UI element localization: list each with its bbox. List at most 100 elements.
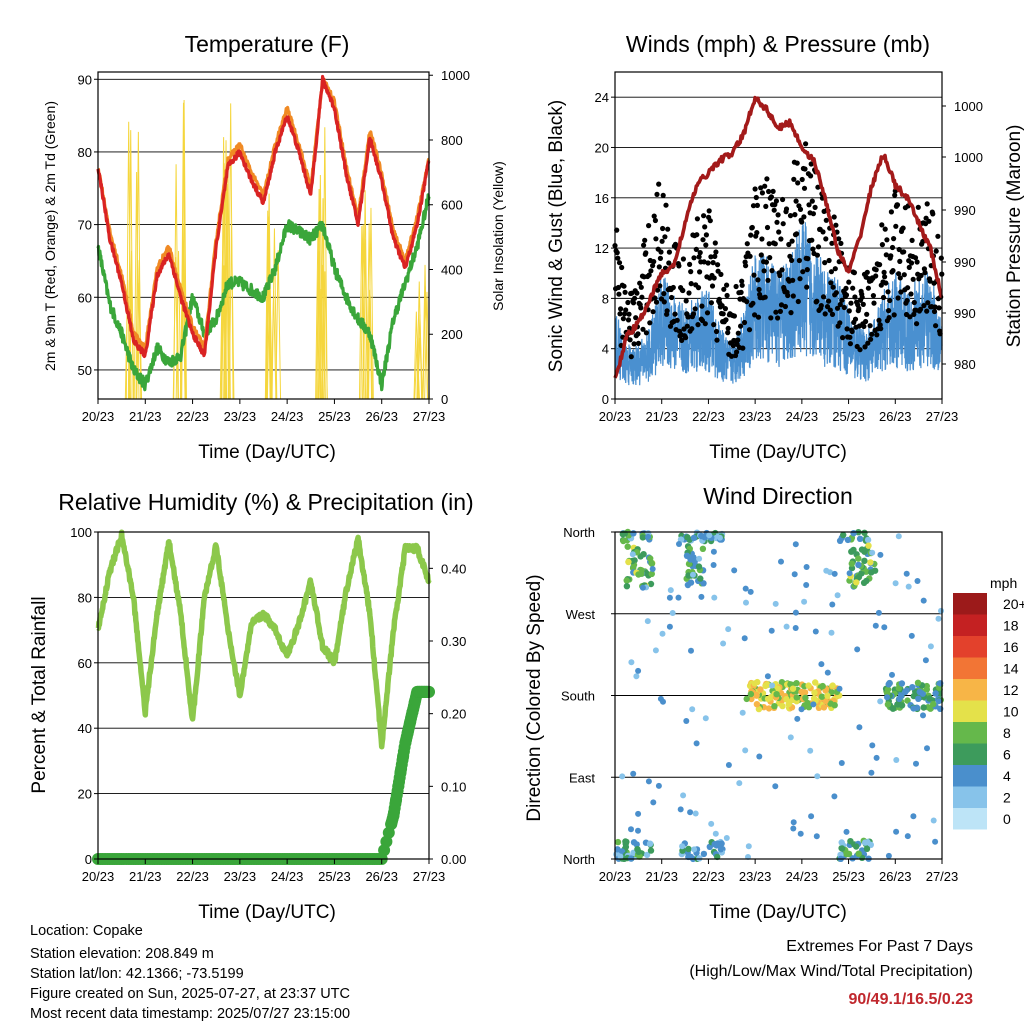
gust-point bbox=[769, 268, 775, 274]
direction-point bbox=[884, 701, 892, 708]
gust-point bbox=[620, 316, 627, 322]
gust-point bbox=[829, 311, 836, 317]
gust-point bbox=[885, 289, 891, 295]
gust-point bbox=[831, 214, 837, 220]
direction-point bbox=[684, 534, 691, 541]
direction-point bbox=[849, 855, 856, 862]
gust-point bbox=[801, 214, 807, 220]
gust-point bbox=[856, 305, 862, 311]
direction-point bbox=[824, 669, 831, 676]
extremes-box: Extremes For Past 7 Days (High/Low/Max W… bbox=[689, 938, 973, 1008]
direction-point bbox=[625, 558, 632, 566]
humidity-ylabel: Percent & Total Rainfall bbox=[29, 596, 50, 793]
gust-point bbox=[828, 280, 834, 286]
direction-point bbox=[855, 555, 862, 562]
gust-point bbox=[867, 323, 873, 329]
wind-direction-xlabel: Time (Day/UTC) bbox=[709, 902, 847, 923]
gust-point bbox=[713, 249, 719, 255]
gust-point bbox=[686, 290, 692, 296]
legend-swatch bbox=[953, 808, 987, 830]
direction-point bbox=[885, 852, 892, 859]
gust-point bbox=[918, 272, 924, 279]
direction-point bbox=[930, 700, 937, 708]
gust-point bbox=[664, 308, 670, 314]
info-elevation: Station elevation: 208.849 m bbox=[30, 946, 214, 962]
gust-point bbox=[739, 282, 745, 288]
direction-point bbox=[635, 810, 642, 817]
solar-ylabel: Solar Insolation (Yellow) bbox=[490, 161, 506, 311]
gust-point bbox=[771, 207, 777, 213]
direction-point bbox=[896, 695, 903, 703]
direction-point bbox=[764, 695, 772, 703]
solar-insolation-spike bbox=[266, 267, 273, 400]
gust-point bbox=[652, 295, 658, 301]
gust-point bbox=[643, 250, 649, 256]
direction-point bbox=[706, 532, 713, 539]
y2-tick-label: 990 bbox=[954, 203, 976, 218]
gust-point bbox=[873, 273, 879, 279]
y-tick-label: 80 bbox=[78, 590, 92, 605]
direction-point bbox=[814, 773, 821, 780]
direction-point bbox=[893, 828, 900, 835]
direction-point bbox=[869, 742, 876, 749]
gust-point bbox=[648, 268, 654, 274]
gust-point bbox=[738, 289, 744, 295]
direction-point bbox=[822, 697, 829, 705]
gust-point bbox=[734, 349, 740, 355]
gust-point bbox=[897, 275, 903, 281]
gust-point bbox=[896, 271, 902, 277]
gust-point bbox=[627, 337, 633, 343]
gust-point bbox=[830, 284, 836, 290]
direction-point bbox=[802, 694, 809, 701]
gust-point bbox=[844, 326, 850, 332]
x-tick-label: 20/23 bbox=[82, 409, 115, 424]
direction-point bbox=[635, 667, 642, 674]
direction-point bbox=[895, 685, 902, 692]
direction-point bbox=[920, 712, 926, 719]
gust-point bbox=[616, 291, 622, 297]
direction-point bbox=[666, 623, 673, 630]
gust-point bbox=[809, 198, 815, 204]
direction-point bbox=[819, 682, 826, 690]
gust-point bbox=[711, 322, 717, 328]
gust-point bbox=[859, 294, 865, 300]
direction-point bbox=[645, 533, 652, 540]
y-tick-label: 8 bbox=[602, 291, 609, 306]
direction-point bbox=[845, 850, 853, 858]
direction-point bbox=[838, 760, 845, 766]
direction-point bbox=[741, 635, 748, 642]
gust-point bbox=[912, 255, 919, 261]
gust-point bbox=[674, 317, 680, 323]
direction-point bbox=[861, 557, 868, 564]
x-tick-label: 21/23 bbox=[129, 409, 162, 424]
x-tick-label: 20/23 bbox=[599, 409, 632, 424]
direction-point bbox=[687, 809, 694, 816]
gust-point bbox=[696, 254, 702, 260]
direction-point bbox=[889, 671, 895, 678]
extremes-subtitle: (High/Low/Max Wind/Total Precipitation) bbox=[689, 963, 973, 980]
gust-point bbox=[815, 244, 822, 250]
legend-swatch bbox=[953, 786, 987, 808]
direction-point bbox=[824, 692, 831, 700]
info-location: Location: Copake bbox=[30, 923, 143, 939]
gust-point bbox=[653, 299, 660, 305]
gust-point bbox=[820, 294, 827, 300]
direction-point bbox=[803, 582, 810, 588]
gust-point bbox=[751, 272, 757, 278]
gust-point bbox=[637, 280, 643, 286]
gust-point bbox=[672, 311, 678, 317]
gust-point bbox=[838, 240, 844, 246]
direction-point bbox=[655, 782, 662, 789]
winds-ylabel: Sonic Wind & Gust (Blue, Black) bbox=[546, 100, 567, 372]
gust-point bbox=[895, 295, 901, 301]
direction-point bbox=[903, 570, 910, 577]
direction-point bbox=[863, 577, 870, 585]
y2-tick-label: 400 bbox=[441, 262, 463, 277]
gust-point bbox=[787, 213, 794, 219]
direction-point bbox=[614, 838, 622, 846]
gust-point bbox=[633, 315, 639, 321]
gust-point bbox=[666, 260, 672, 266]
gust-point bbox=[630, 300, 637, 306]
direction-point bbox=[818, 661, 825, 668]
gust-point bbox=[863, 318, 869, 325]
